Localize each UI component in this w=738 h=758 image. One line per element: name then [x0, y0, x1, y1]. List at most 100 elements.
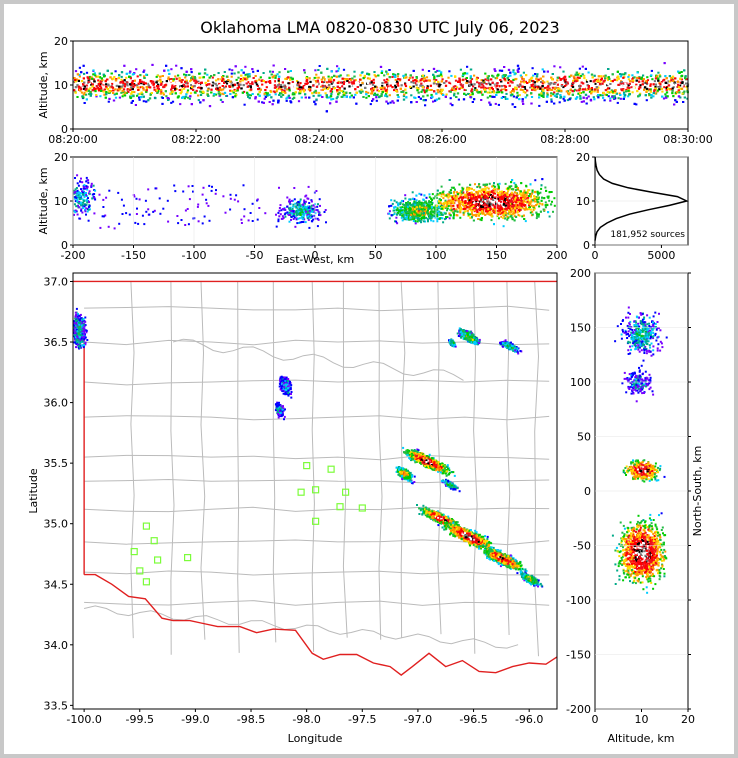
- time-height-source: [555, 93, 558, 96]
- time-height-source: [177, 74, 180, 77]
- east-west-source: [282, 217, 285, 219]
- time-height-source: [303, 71, 306, 74]
- time-height-source: [312, 94, 315, 97]
- time-height-source: [604, 93, 607, 96]
- time-height-source: [526, 87, 529, 90]
- east-west-source: [307, 212, 310, 215]
- time-height-source: [89, 90, 92, 93]
- east-west-source: [413, 205, 416, 208]
- time-height-source: [348, 85, 351, 88]
- time-height-source: [385, 92, 388, 95]
- time-height-source: [445, 93, 448, 96]
- time-height-source: [571, 93, 574, 96]
- time-height-source: [417, 91, 420, 94]
- time-height-source: [160, 83, 163, 86]
- time-height-source: [228, 82, 231, 85]
- east-west-source: [75, 187, 78, 189]
- time-height-source: [631, 91, 634, 94]
- time-height-source: [454, 82, 457, 85]
- time-height-source: [112, 99, 116, 102]
- time-height-source: [682, 85, 685, 88]
- time-height-source: [517, 85, 521, 88]
- time-height-source: [139, 96, 143, 99]
- time-height-source: [252, 77, 255, 79]
- time-height-source: [652, 95, 655, 98]
- time-height-source: [117, 88, 120, 91]
- time-height-source: [433, 75, 436, 78]
- time-height-source: [466, 65, 469, 68]
- time-height-source: [542, 92, 545, 95]
- time-height-source: [665, 77, 668, 80]
- time-height-source: [670, 76, 673, 79]
- time-height-source: [531, 87, 534, 89]
- time-height-source: [104, 96, 107, 99]
- time-height-source: [511, 90, 514, 92]
- time-height-source: [665, 84, 668, 86]
- time-height-source: [625, 90, 628, 93]
- time-height-source: [189, 95, 192, 98]
- time-height-source: [553, 65, 556, 68]
- time-height-source: [486, 96, 489, 99]
- time-height-source: [452, 85, 455, 88]
- east-west-source: [312, 218, 315, 221]
- time-height-source: [486, 77, 489, 80]
- time-height-source: [378, 96, 381, 99]
- east-west-source: [311, 207, 314, 210]
- time-height-source: [223, 86, 226, 89]
- time-height-source: [82, 64, 85, 67]
- time-height-source: [174, 87, 177, 90]
- time-height-source: [185, 82, 188, 84]
- time-height-source: [546, 95, 549, 98]
- time-height-source: [679, 81, 682, 84]
- time-height-source: [601, 94, 604, 97]
- time-height-source: [474, 87, 477, 90]
- east-west-source: [434, 216, 437, 219]
- time-height-source: [393, 89, 396, 92]
- time-height-source: [463, 88, 466, 91]
- time-height-source: [122, 93, 125, 96]
- east-west-source: [87, 219, 90, 222]
- time-height-source: [648, 93, 651, 96]
- time-height-source: [374, 75, 377, 78]
- time-height-source: [239, 83, 242, 86]
- time-height-source: [358, 90, 361, 93]
- time-height-source: [305, 77, 308, 79]
- time-height-source: [246, 85, 249, 88]
- east-west-source: [397, 202, 400, 205]
- time-height-source: [385, 81, 388, 84]
- time-height-source: [211, 84, 214, 87]
- time-height-source: [392, 101, 395, 104]
- time-height-source: [199, 94, 203, 96]
- time-height-source: [127, 91, 130, 93]
- time-height-source: [394, 84, 397, 87]
- time-height-source: [465, 77, 468, 79]
- time-height-source: [661, 95, 664, 98]
- east-west-source: [288, 200, 290, 203]
- east-west-source: [277, 218, 280, 221]
- time-height-source: [174, 89, 177, 92]
- time-height-source: [243, 90, 246, 93]
- time-height-source: [458, 87, 461, 90]
- time-height-source: [361, 81, 364, 84]
- time-height-source: [128, 75, 131, 78]
- east-west-source: [87, 179, 90, 182]
- time-height-source: [140, 80, 144, 83]
- time-height-source: [456, 92, 460, 95]
- east-west-source: [82, 193, 84, 196]
- east-west-source: [311, 215, 314, 218]
- time-height-source: [498, 85, 501, 88]
- time-height-source: [497, 103, 500, 106]
- time-height-source: [83, 81, 86, 84]
- time-height-source: [414, 82, 418, 85]
- time-height-source: [309, 80, 312, 83]
- time-height-source: [579, 84, 582, 87]
- east-west-source: [75, 205, 78, 208]
- east-west-source: [76, 213, 79, 216]
- time-height-source: [235, 78, 238, 81]
- time-height-source: [286, 96, 289, 99]
- time-height-source: [359, 91, 362, 94]
- east-west-source: [278, 209, 281, 212]
- time-height-source: [539, 87, 542, 90]
- time-height-source: [423, 77, 426, 80]
- time-height-source: [210, 83, 213, 86]
